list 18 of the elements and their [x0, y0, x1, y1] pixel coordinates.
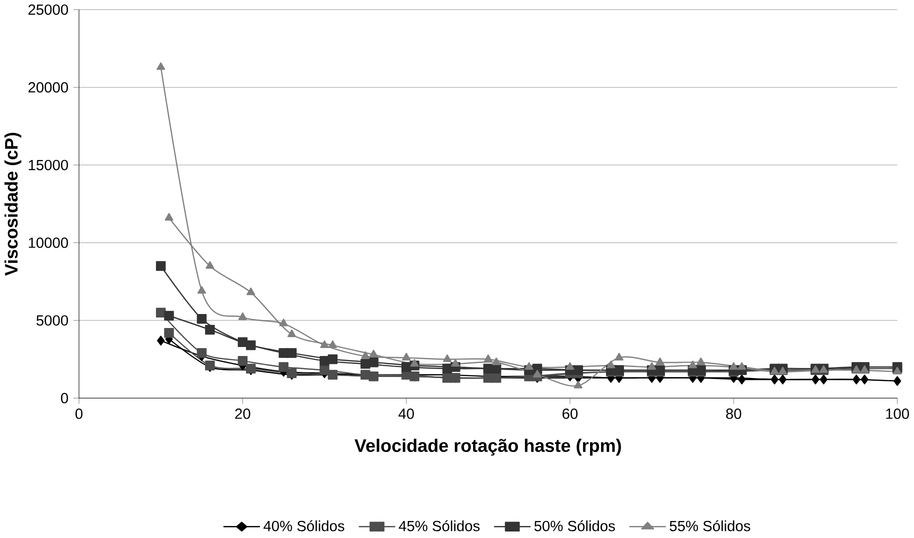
x-axis-title: Velocidade rotação haste (rpm): [354, 438, 621, 456]
y-tick-label: 15000: [28, 160, 68, 170]
y-tick-label: 20000: [28, 82, 68, 92]
y-axis-title: Viscosidade (cP): [4, 132, 22, 276]
legend-label: 55% Sólidos: [670, 520, 750, 532]
x-tick-label: 60: [562, 408, 578, 419]
y-tick-label: 25000: [28, 4, 68, 15]
x-tick-label: 40: [398, 408, 414, 419]
y-tick-label: 0: [60, 392, 68, 404]
legend-label: 40% Sólidos: [264, 520, 344, 532]
y-tick-label: 5000: [36, 315, 68, 326]
x-tick-label: 0: [75, 408, 82, 419]
x-tick-label: 80: [726, 408, 742, 419]
legend-label: 45% Sólidos: [398, 520, 480, 532]
x-tick-label: 100: [886, 408, 909, 419]
y-tick-label: 10000: [28, 237, 68, 248]
legend-label: 50% Sólidos: [534, 520, 615, 532]
x-tick-label: 20: [235, 408, 250, 419]
